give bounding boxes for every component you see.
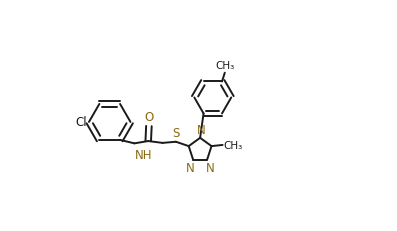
- Text: N: N: [206, 161, 214, 174]
- Text: NH: NH: [135, 148, 152, 161]
- Text: S: S: [172, 126, 180, 139]
- Text: N: N: [186, 161, 195, 174]
- Text: N: N: [197, 123, 205, 136]
- Text: CH₃: CH₃: [224, 140, 243, 150]
- Text: O: O: [144, 111, 154, 124]
- Text: CH₃: CH₃: [215, 61, 234, 71]
- Text: Cl: Cl: [75, 116, 87, 129]
